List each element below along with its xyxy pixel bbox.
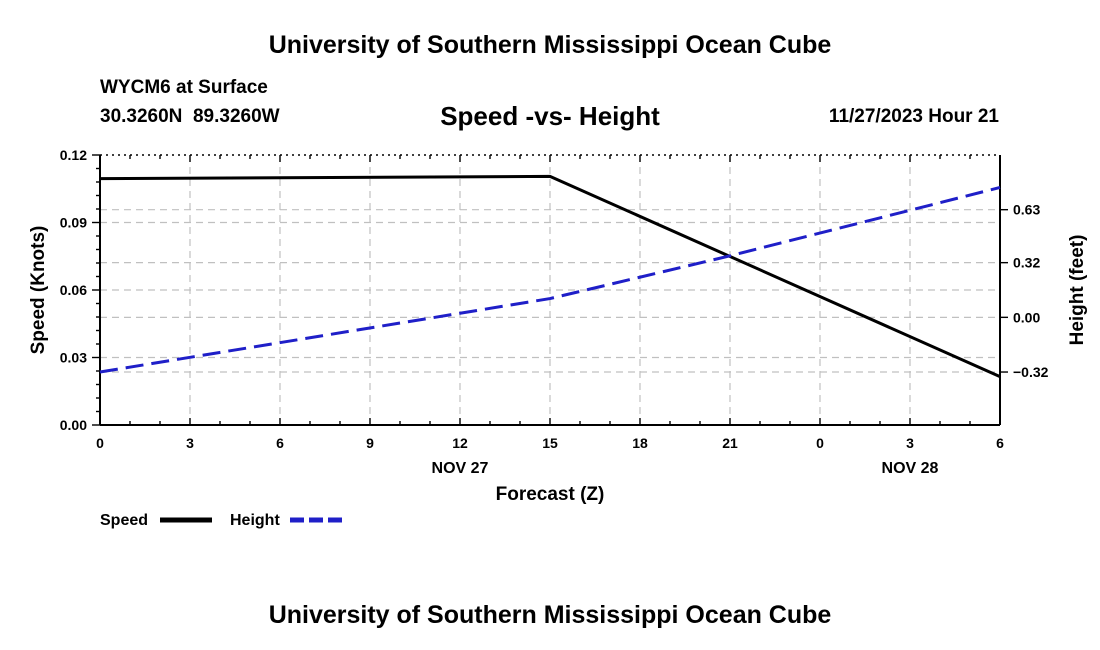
x-axis-title: Forecast (Z) <box>496 484 605 505</box>
x-tick-label: 6 <box>996 435 1004 451</box>
y-tick-label: 0.12 <box>60 147 87 163</box>
main-title: University of Southern Mississippi Ocean… <box>268 31 832 59</box>
y2-tick-label: 0.32 <box>1013 255 1040 271</box>
x-tick-label: 15 <box>542 435 558 451</box>
x-tick-label: 3 <box>186 435 194 451</box>
chart-axes <box>92 154 1008 426</box>
y2-tick-label: 0.00 <box>1013 309 1040 325</box>
x-tick-label: 12 <box>452 435 468 451</box>
y-axis-title: Speed (Knots) <box>28 226 49 355</box>
y-tick-label: 0.00 <box>60 417 87 433</box>
chart-labels: 0 3 6 9 12 15 18 21 0 3 6 NOV 27 NOV 28 0.00 0.03 0.06 0… <box>28 147 1088 529</box>
x-tick-label: 18 <box>632 435 648 451</box>
y-tick-label: 0.09 <box>60 215 87 231</box>
chart-series <box>99 174 1001 378</box>
y2-tick-label: 0.63 <box>1013 202 1040 218</box>
date-time-label: 11/27/2023 Hour 21 <box>828 106 999 127</box>
date-label: NOV 28 <box>882 460 939 477</box>
grid-lines <box>100 155 1000 425</box>
x-tick-label: 0 <box>816 435 824 451</box>
legend-label-height: Height <box>230 512 280 529</box>
x-tick-label: 6 <box>276 435 284 451</box>
station-label: WYCM6 at Surface <box>100 77 268 98</box>
coordinates-label: 30.3260N 89.3260W <box>100 106 280 127</box>
legend-label-speed: Speed <box>100 512 148 529</box>
y-tick-label: 0.06 <box>60 282 87 298</box>
y2-tick-label: −0.32 <box>1013 364 1049 380</box>
date-label: NOV 27 <box>432 460 489 477</box>
height-series-line <box>99 186 1001 374</box>
x-tick-label: 0 <box>96 435 104 451</box>
y2-axis-title: Height (feet) <box>1067 235 1088 346</box>
footer-title: University of Southern Mississippi Ocean… <box>268 601 832 629</box>
x-tick-label: 21 <box>722 435 738 451</box>
x-tick-label: 9 <box>366 435 374 451</box>
x-tick-label: 3 <box>906 435 914 451</box>
speed-series-line <box>99 174 1001 378</box>
y-tick-label: 0.03 <box>60 350 87 366</box>
plot-title: Speed -vs- Height <box>440 101 660 131</box>
